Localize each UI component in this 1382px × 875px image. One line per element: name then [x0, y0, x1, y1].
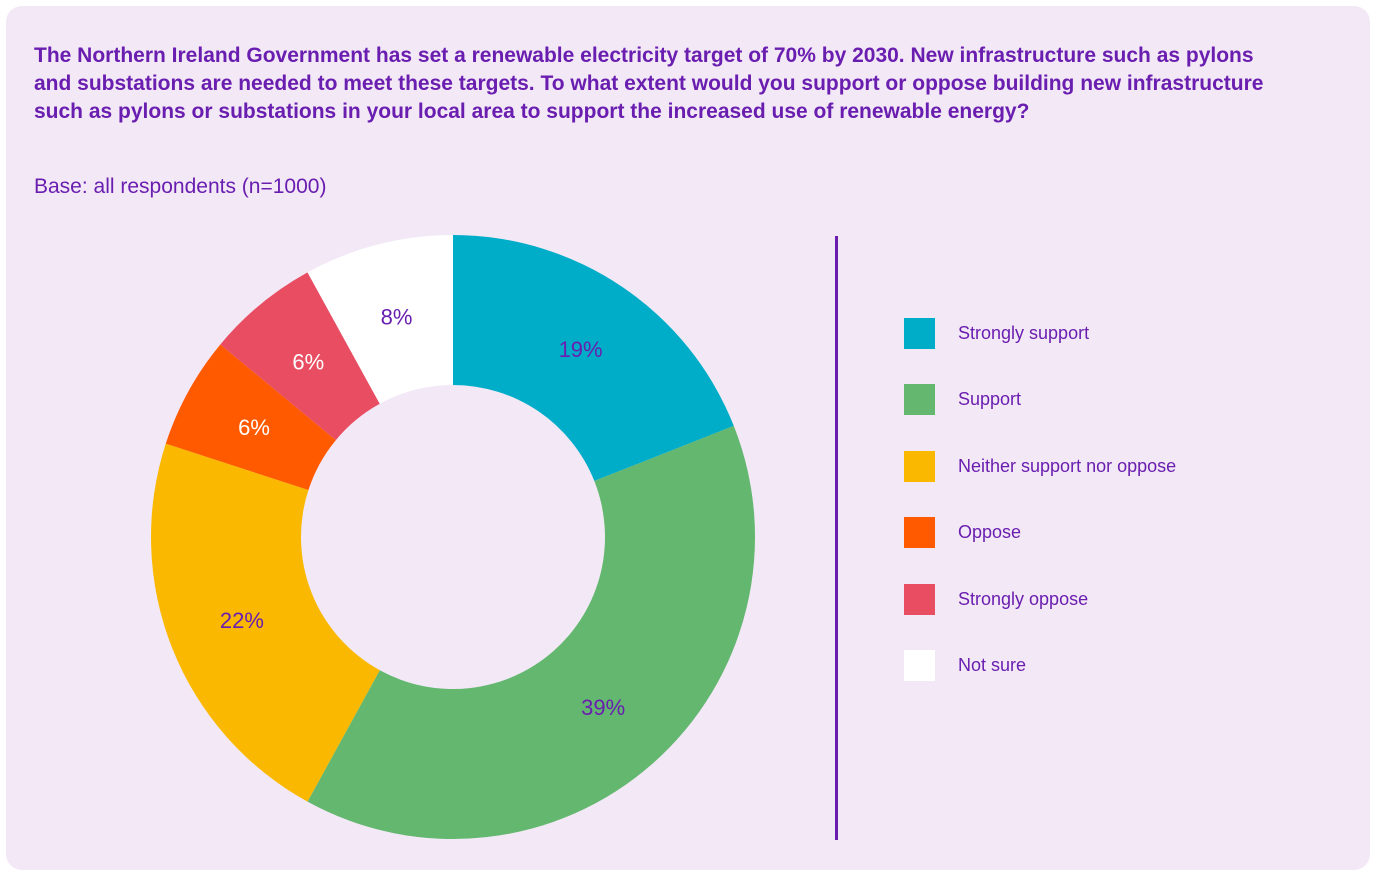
donut-slice [220, 272, 380, 441]
legend-label: Strongly support [958, 322, 1090, 343]
legend-item: Strongly support [904, 308, 1204, 358]
donut-slice [307, 425, 755, 839]
slice-value-label: 8% [381, 305, 413, 330]
legend-item: Not sure [904, 641, 1204, 691]
donut-slice [151, 443, 380, 802]
legend-swatch [904, 384, 935, 416]
legend-item: Strongly oppose [904, 574, 1204, 624]
slice-value-label: 22% [220, 608, 264, 633]
slice-value-label: 39% [581, 695, 625, 720]
legend-divider [835, 236, 838, 840]
legend-label: Strongly oppose [958, 588, 1089, 609]
legend-swatch [904, 517, 935, 549]
donut-slice [453, 235, 734, 482]
donut-slices [151, 235, 755, 839]
legend-swatch [904, 450, 935, 482]
legend-swatch [904, 583, 935, 615]
legend-label: Neither support nor oppose [958, 455, 1177, 476]
chart-subtitle: Base: all respondents (n=1000) [34, 175, 327, 198]
donut-value-labels: 19% 39% 22% 6% 6% 8% [220, 305, 625, 720]
slice-value-label: 6% [238, 415, 270, 440]
donut-slice [307, 235, 453, 404]
legend-label: Not sure [958, 655, 1027, 676]
legend-item: Neither support nor oppose [904, 441, 1204, 491]
legend-label: Support [958, 389, 1022, 410]
slice-value-label: 19% [559, 337, 603, 362]
legend-label: Oppose [958, 522, 1022, 543]
donut-slice [165, 344, 336, 491]
legend-item: Oppose [904, 508, 1204, 558]
legend-swatch [904, 650, 935, 682]
chart-title: The Northern Ireland Government has set … [34, 44, 1264, 123]
legend-item: Support [904, 375, 1204, 425]
slice-value-label: 6% [292, 350, 324, 375]
legend: Strongly support Support Neither support… [904, 308, 1204, 708]
legend-swatch [904, 317, 935, 349]
